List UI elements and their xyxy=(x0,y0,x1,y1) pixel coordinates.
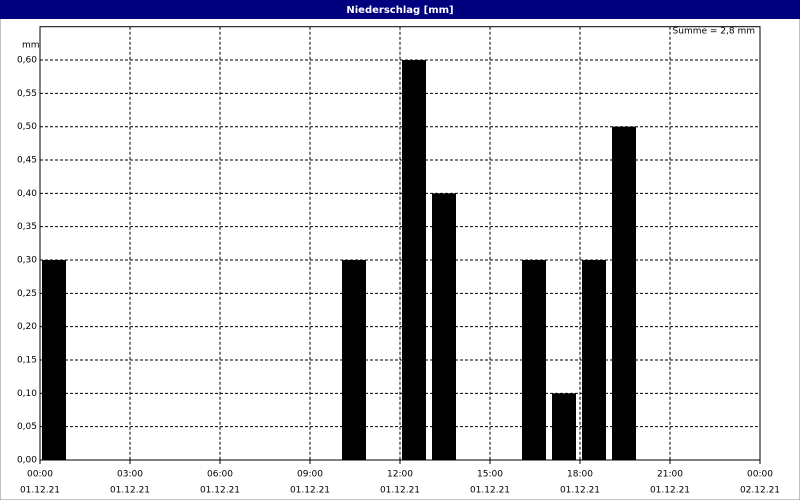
x-tick-date: 01.12.21 xyxy=(110,486,150,496)
x-tick-label: 18:00 xyxy=(567,470,593,480)
bar xyxy=(552,393,576,460)
title-bar xyxy=(0,0,800,19)
y-tick-label: 0,55 xyxy=(17,89,37,99)
y-tick-label: 0,30 xyxy=(17,256,37,266)
y-tick-label: 0,35 xyxy=(17,222,37,232)
x-tick-label: 03:00 xyxy=(117,470,143,480)
y-tick-label: 0,00 xyxy=(17,456,37,466)
plot-frame xyxy=(39,26,761,461)
y-tick-label: 0,05 xyxy=(17,422,37,432)
x-tick-date: 01.12.21 xyxy=(470,486,510,496)
y-tick-label: 0,60 xyxy=(17,56,37,66)
x-tick-label: 12:00 xyxy=(387,470,413,480)
bar xyxy=(612,126,636,460)
y-tick-label: 0,25 xyxy=(17,289,37,299)
x-tick-label: 00:00 xyxy=(747,470,773,480)
x-tick-date: 01.12.21 xyxy=(20,486,60,496)
y-tick-label: 0,50 xyxy=(17,122,37,132)
x-tick-label: 21:00 xyxy=(657,470,683,480)
x-tick-label: 09:00 xyxy=(297,470,323,480)
x-tick-label: 06:00 xyxy=(207,470,233,480)
bar xyxy=(582,260,606,460)
x-tick-date: 01.12.21 xyxy=(560,486,600,496)
x-tick-date: 01.12.21 xyxy=(290,486,330,496)
x-tick-date: 01.12.21 xyxy=(200,486,240,496)
y-tick-label: 0,45 xyxy=(17,156,37,166)
annotation: Summe = 2,8 mm xyxy=(673,27,755,37)
y-tick-label: 0,15 xyxy=(17,356,37,366)
bar xyxy=(432,193,456,460)
y-tick-label: 0,10 xyxy=(17,389,37,399)
bar xyxy=(522,260,546,460)
x-tick-date: 01.12.21 xyxy=(650,486,690,496)
y-axis-label: mm xyxy=(22,41,40,51)
chart-title: Niederschlag [mm] xyxy=(346,5,453,16)
bar xyxy=(342,260,366,460)
x-tick-label: 15:00 xyxy=(477,470,503,480)
y-tick-label: 0,20 xyxy=(17,322,37,332)
bar xyxy=(402,60,426,461)
bar xyxy=(42,260,66,460)
x-tick-date: 02.12.21 xyxy=(740,486,780,496)
x-tick-date: 01.12.21 xyxy=(380,486,420,496)
x-tick-label: 00:00 xyxy=(27,470,53,480)
y-tick-label: 0,40 xyxy=(17,189,37,199)
